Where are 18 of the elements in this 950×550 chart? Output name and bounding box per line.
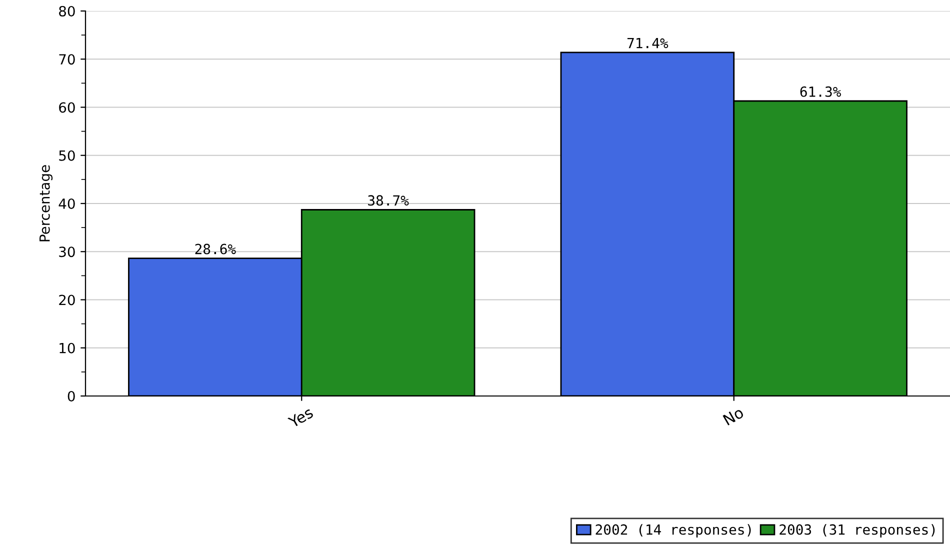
x-tick-label: No <box>722 406 744 426</box>
legend-label: 2003 (31 responses) <box>780 524 935 538</box>
y-tick-label: 0 <box>68 390 75 402</box>
y-tick-label: 50 <box>59 150 75 161</box>
y-tick-label: 70 <box>59 54 75 65</box>
y-tick-label: 30 <box>59 246 75 258</box>
y-axis-title: Percentage <box>40 165 53 242</box>
y-tick-label: 80 <box>59 6 75 16</box>
legend-label: 2002 (14 responses) <box>596 524 751 538</box>
x-tick-label: Yes <box>287 406 314 428</box>
y-tick-label: 10 <box>60 342 75 354</box>
data-label: 61.3% <box>800 86 842 97</box>
y-tick-label: 40 <box>58 198 75 209</box>
data-label: 38.7% <box>368 195 409 206</box>
data-label: 71.4% <box>627 38 668 48</box>
y-tick-label: 20 <box>59 294 75 306</box>
data-label: 28.6% <box>195 244 236 254</box>
y-tick-label: 60 <box>59 102 75 113</box>
